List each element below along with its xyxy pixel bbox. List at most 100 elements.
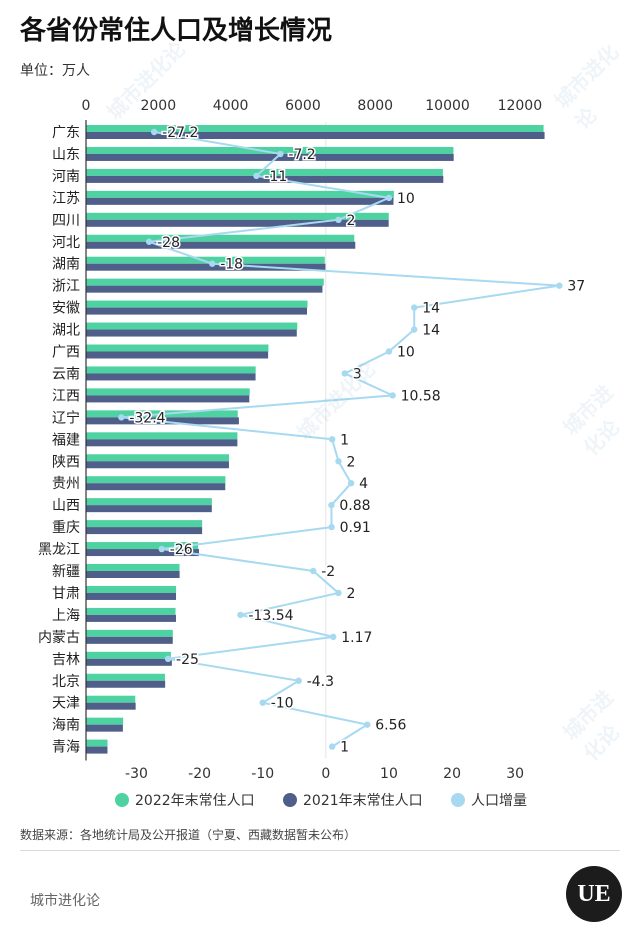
growth-data-label: 37 bbox=[567, 279, 585, 295]
growth-data-label: 3 bbox=[353, 366, 362, 382]
category-label: 山东 bbox=[52, 147, 80, 163]
category-label: 内蒙古 bbox=[38, 630, 80, 646]
bar-2021 bbox=[86, 153, 454, 161]
legend-label: 人口增量 bbox=[471, 793, 527, 809]
bottom-axis-tick-label: 20 bbox=[443, 766, 461, 782]
bar-2021 bbox=[86, 702, 136, 710]
category-label: 河北 bbox=[52, 235, 80, 251]
bar-2022 bbox=[86, 476, 226, 484]
growth-point bbox=[328, 501, 335, 509]
bar-2021 bbox=[86, 351, 269, 359]
category-label: 北京 bbox=[52, 674, 80, 690]
growth-data-label: 4 bbox=[359, 476, 368, 492]
bottom-axis-tick-label: 0 bbox=[321, 766, 330, 782]
category-label: 陕西 bbox=[52, 454, 80, 470]
growth-point bbox=[335, 458, 342, 465]
category-label: 辽宁 bbox=[52, 409, 80, 426]
bar-2021 bbox=[86, 614, 176, 622]
bar-2022 bbox=[86, 498, 212, 506]
bar-2021 bbox=[86, 329, 297, 337]
growth-point bbox=[164, 655, 172, 662]
growth-data-label: -4.3 bbox=[307, 674, 334, 690]
category-label: 贵州 bbox=[52, 476, 80, 492]
bar-2022 bbox=[86, 344, 269, 352]
growth-point bbox=[145, 238, 153, 245]
growth-point bbox=[335, 216, 342, 223]
growth-point bbox=[347, 480, 355, 487]
bar-2022 bbox=[86, 432, 238, 440]
bar-2022 bbox=[86, 125, 544, 132]
bar-2021 bbox=[86, 549, 199, 557]
bar-2022 bbox=[86, 168, 443, 176]
category-label: 安徽 bbox=[52, 301, 80, 317]
category-label: 广东 bbox=[52, 125, 80, 141]
bar-2022 bbox=[86, 520, 203, 528]
growth-data-label: -32.4 bbox=[129, 410, 165, 426]
bar-2022 bbox=[86, 607, 176, 615]
growth-data-label: 2 bbox=[346, 586, 355, 602]
growth-point bbox=[158, 545, 165, 553]
growth-point bbox=[295, 677, 302, 684]
growth-point bbox=[385, 348, 393, 355]
bar-2021 bbox=[86, 636, 173, 644]
top-axis-tick-label: 2000 bbox=[140, 98, 176, 114]
growth-data-label: -10 bbox=[271, 696, 294, 712]
category-label: 江西 bbox=[52, 388, 80, 404]
top-axis-tick-label: 6000 bbox=[285, 98, 321, 114]
growth-data-label: -28 bbox=[157, 235, 180, 251]
legend-label: 2021年末常住人口 bbox=[303, 793, 423, 809]
category-label: 天津 bbox=[52, 696, 80, 712]
growth-data-label: 1 bbox=[340, 740, 349, 756]
category-label: 浙江 bbox=[52, 279, 80, 295]
growth-data-label: -26 bbox=[170, 542, 193, 558]
bar-2021 bbox=[86, 373, 256, 381]
category-label: 吉林 bbox=[52, 652, 80, 668]
category-label: 河南 bbox=[52, 169, 80, 185]
bar-2021 bbox=[86, 132, 545, 139]
growth-point bbox=[237, 611, 244, 619]
category-label: 湖北 bbox=[52, 323, 80, 339]
growth-point bbox=[364, 721, 371, 728]
category-label: 青海 bbox=[52, 740, 80, 756]
bar-2022 bbox=[86, 322, 298, 330]
growth-point bbox=[209, 260, 216, 267]
category-label: 云南 bbox=[52, 366, 80, 382]
growth-data-label: -18 bbox=[220, 257, 243, 273]
growth-data-label: 0.91 bbox=[340, 520, 371, 536]
growth-point bbox=[389, 392, 396, 399]
bar-2021 bbox=[86, 395, 250, 403]
growth-data-label: -11 bbox=[264, 169, 287, 185]
bar-2021 bbox=[86, 307, 308, 315]
growth-data-label: 1.17 bbox=[341, 630, 372, 646]
legend-label: 2022年末常住人口 bbox=[135, 793, 255, 809]
bar-2022 bbox=[86, 388, 250, 396]
bar-2021 bbox=[86, 505, 212, 513]
bar-2021 bbox=[86, 175, 444, 183]
bar-2022 bbox=[86, 366, 256, 374]
bottom-axis-tick-label: -30 bbox=[125, 766, 148, 782]
chart-area: 0 2000 4000 6000 8000 10000 12000 -30 -20 -10 0 10 2… bbox=[38, 98, 587, 809]
growth-point bbox=[328, 436, 336, 443]
growth-point bbox=[411, 326, 418, 333]
bar-2022 bbox=[86, 454, 230, 462]
bar-2022 bbox=[86, 651, 171, 659]
category-label: 广西 bbox=[52, 345, 80, 361]
top-axis-tick-label: 4000 bbox=[213, 98, 249, 114]
bar-2021 bbox=[86, 680, 166, 688]
category-label: 甘肃 bbox=[52, 586, 80, 602]
growth-data-label: -25 bbox=[176, 652, 199, 668]
bar-2022 bbox=[86, 234, 355, 242]
growth-data-label: -27.2 bbox=[162, 125, 198, 141]
bottom-axis-tick-label: 30 bbox=[506, 766, 524, 782]
bar-2021 bbox=[86, 724, 123, 732]
category-label: 黑龙江 bbox=[38, 542, 80, 558]
category-label: 新疆 bbox=[52, 564, 80, 580]
growth-point bbox=[277, 150, 284, 158]
growth-data-label: 14 bbox=[422, 301, 440, 317]
bar-2022 bbox=[86, 673, 165, 681]
category-label: 山西 bbox=[52, 498, 80, 514]
category-label: 福建 bbox=[52, 432, 80, 448]
bar-2021 bbox=[86, 592, 177, 600]
bar-2022 bbox=[86, 585, 177, 593]
bar-2021 bbox=[86, 571, 180, 578]
